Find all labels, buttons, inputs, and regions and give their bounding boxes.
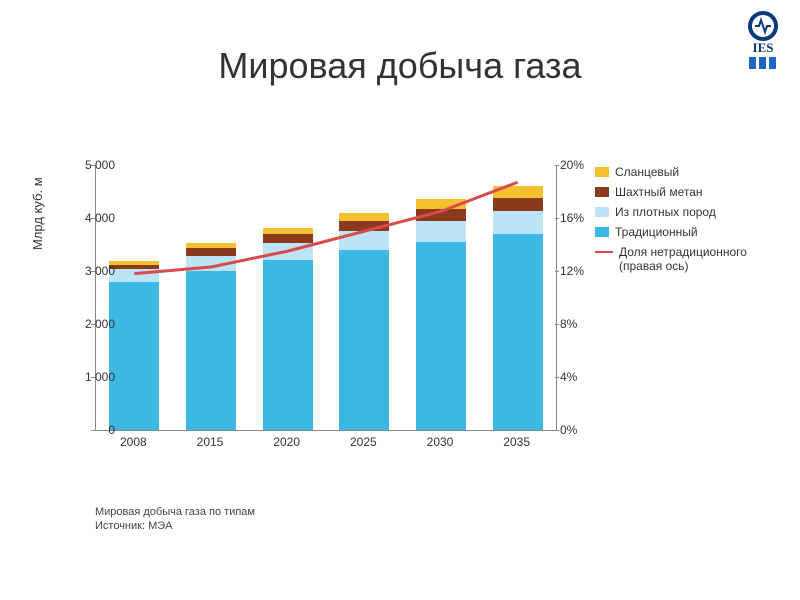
legend-item-shale: Сланцевый — [595, 165, 790, 179]
y-tick-left: 3 000 — [65, 264, 115, 278]
y-tick-left: 1 000 — [65, 370, 115, 384]
gas-production-chart: Млрд куб. м 01 0002 0003 0004 0005 0000%… — [25, 155, 580, 465]
legend-item-traditional: Традиционный — [595, 225, 790, 239]
x-tick: 2015 — [197, 435, 224, 449]
y-tick-left: 4 000 — [65, 211, 115, 225]
x-tick: 2030 — [427, 435, 454, 449]
x-tick: 2020 — [273, 435, 300, 449]
caption-line-2: Источник: МЭА — [95, 519, 255, 533]
y-tick-right: 8% — [560, 317, 600, 331]
y-tick-right: 4% — [560, 370, 600, 384]
chart-legend: Сланцевый Шахтный метан Из плотных пород Тр… — [595, 165, 790, 279]
legend-item-line: Доля нетрадиционного (правая ось) — [595, 245, 790, 273]
y-tick-right: 12% — [560, 264, 600, 278]
y-tick-left: 2 000 — [65, 317, 115, 331]
chart-caption: Мировая добыча газа по типам Источник: М… — [95, 505, 255, 534]
x-tick: 2025 — [350, 435, 377, 449]
y-tick-left: 5 000 — [65, 158, 115, 172]
slide-title: Мировая добыча газа — [0, 45, 800, 87]
y-tick-right: 0% — [560, 423, 600, 437]
y-axis-label-left: Млрд куб. м — [30, 177, 45, 250]
y-tick-right: 16% — [560, 211, 600, 225]
x-tick: 2008 — [120, 435, 147, 449]
caption-line-1: Мировая добыча газа по типам — [95, 505, 255, 519]
x-tick: 2035 — [503, 435, 530, 449]
y-tick-left: 0 — [65, 423, 115, 437]
y-tick-right: 20% — [560, 158, 600, 172]
legend-item-coalbed: Шахтный метан — [595, 185, 790, 199]
chart-plot-area — [95, 165, 557, 431]
legend-item-tight: Из плотных пород — [595, 205, 790, 219]
